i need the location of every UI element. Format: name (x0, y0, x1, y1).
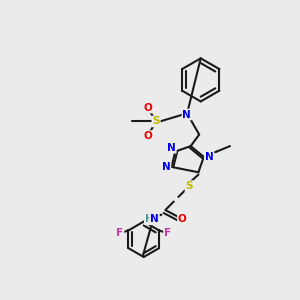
Text: O: O (178, 214, 187, 224)
Text: N: N (205, 152, 214, 162)
Text: F: F (116, 228, 124, 238)
Text: O: O (143, 103, 152, 112)
Text: N: N (162, 162, 170, 172)
Text: H: H (145, 214, 154, 224)
Text: O: O (143, 131, 152, 141)
Text: S: S (152, 116, 160, 127)
Text: F: F (164, 228, 171, 238)
Text: N: N (182, 110, 191, 119)
Text: S: S (185, 181, 193, 191)
Text: N: N (150, 214, 159, 224)
Text: N: N (167, 143, 176, 153)
